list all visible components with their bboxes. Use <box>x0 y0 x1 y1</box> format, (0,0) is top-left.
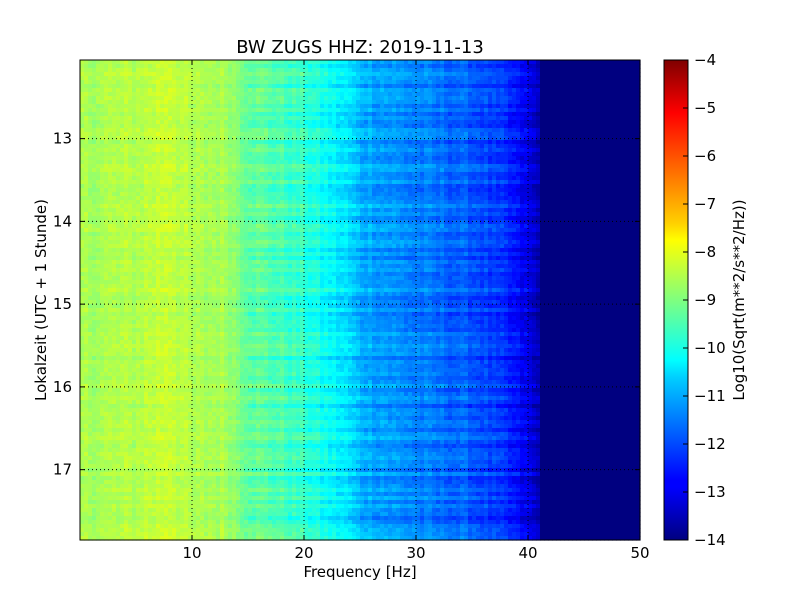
y-tick-label: 13 <box>53 130 72 148</box>
colorbar-label: Log10(Sqrt(m**2/s**2/Hz)) <box>730 199 748 400</box>
colorbar-tick-label: −11 <box>694 387 726 405</box>
x-axis-label: Frequency [Hz] <box>303 563 416 581</box>
y-axis-ticks: 13 14 15 16 17 <box>53 130 640 479</box>
colorbar-ticks: −4 −5 −6 −7 −8 −9 −10 −11 −12 −13 −14 <box>683 51 726 549</box>
colorbar-tick-label: −14 <box>694 531 726 549</box>
colorbar-tick-label: −8 <box>694 243 716 261</box>
plot-frame <box>79 59 641 541</box>
spectrogram-heatmap <box>80 60 641 541</box>
x-tick-label: 10 <box>182 544 201 562</box>
chart-title: BW ZUGS HHZ: 2019-11-13 <box>236 37 484 58</box>
colorbar-tick-label: −4 <box>694 51 716 69</box>
colorbar-tick-label: −12 <box>694 435 726 453</box>
colorbar-tick-label: −6 <box>694 147 716 165</box>
colorbar-tick-label: −5 <box>694 99 716 117</box>
y-tick-label: 15 <box>53 295 72 313</box>
y-tick-label: 16 <box>53 378 72 396</box>
colorbar-tick-label: −10 <box>694 339 726 357</box>
x-tick-label: 20 <box>294 544 313 562</box>
plot-gridlines <box>80 60 640 540</box>
colorbar-tick-label: −13 <box>694 483 726 501</box>
x-tick-label: 40 <box>518 544 537 562</box>
y-tick-label: 17 <box>53 461 72 479</box>
y-axis-label: Lokalzeit (UTC + 1 Stunde) <box>32 199 50 401</box>
y-tick-label: 14 <box>53 212 72 230</box>
x-axis-ticks: 10 20 30 40 50 <box>182 60 650 562</box>
x-tick-label: 30 <box>406 544 425 562</box>
colorbar-tick-label: −7 <box>694 195 716 213</box>
colorbar-tick-label: −9 <box>694 291 716 309</box>
x-tick-label: 50 <box>630 544 649 562</box>
